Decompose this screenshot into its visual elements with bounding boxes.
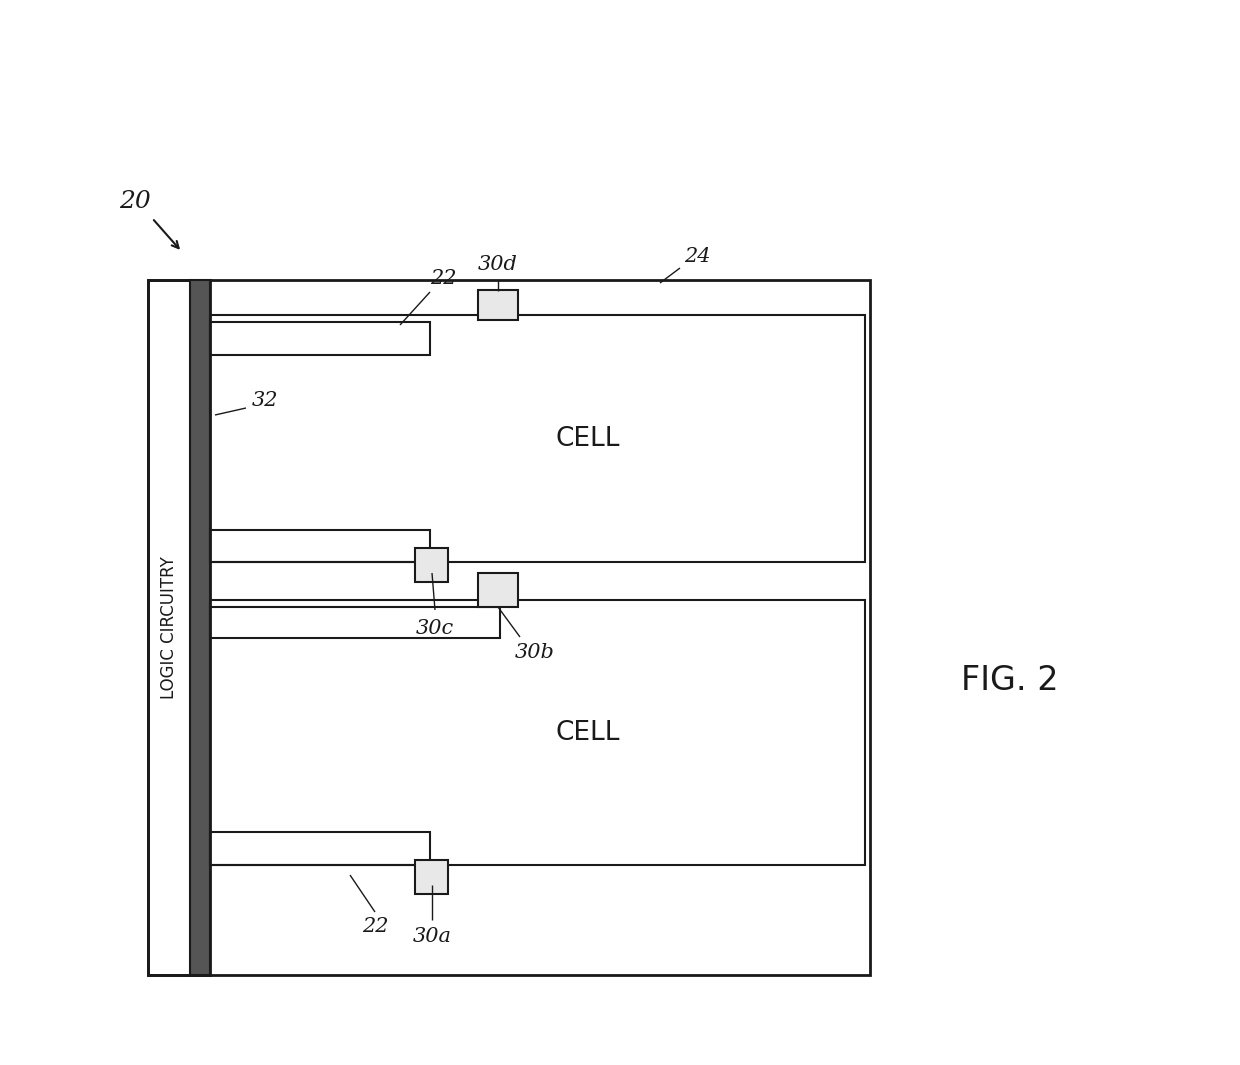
Bar: [190, 280, 210, 974]
Text: 32: 32: [252, 391, 278, 410]
Text: 30b: 30b: [515, 643, 556, 662]
Bar: [210, 832, 430, 865]
Text: 30c: 30c: [415, 619, 454, 638]
Bar: [148, 280, 870, 974]
Bar: [210, 315, 866, 562]
Text: CELL: CELL: [556, 720, 620, 746]
Text: 20: 20: [119, 191, 151, 213]
Text: 24: 24: [683, 246, 711, 265]
Text: CELL: CELL: [556, 426, 620, 452]
Bar: [148, 280, 210, 974]
Text: 22: 22: [430, 268, 456, 288]
Text: 22: 22: [362, 918, 388, 936]
Bar: [210, 530, 430, 562]
Bar: [477, 290, 518, 320]
Bar: [210, 607, 500, 638]
Bar: [210, 600, 866, 865]
Bar: [210, 322, 430, 355]
Text: 30d: 30d: [479, 256, 518, 275]
Text: 30a: 30a: [413, 928, 451, 947]
Bar: [415, 548, 448, 581]
Bar: [477, 573, 518, 607]
Text: LOGIC CIRCUITRY: LOGIC CIRCUITRY: [160, 556, 179, 699]
Bar: [415, 861, 448, 894]
Text: FIG. 2: FIG. 2: [961, 663, 1059, 697]
